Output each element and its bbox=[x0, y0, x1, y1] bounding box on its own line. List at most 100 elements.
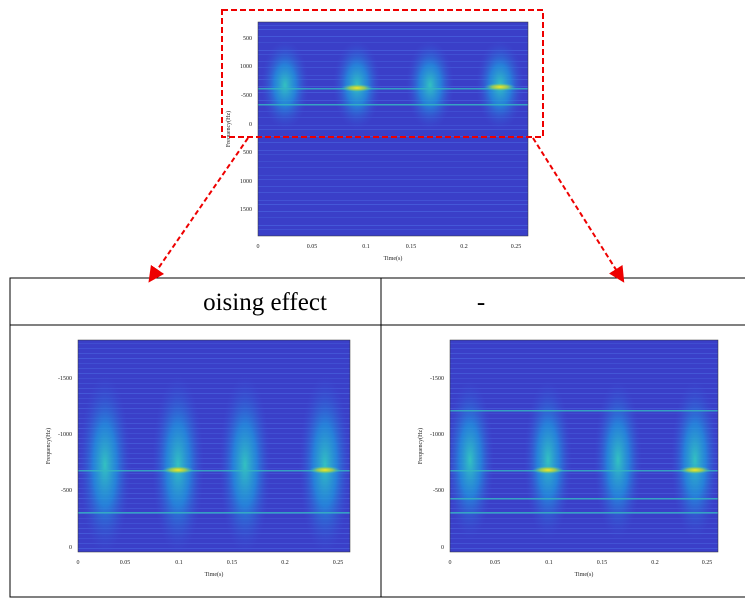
band bbox=[258, 104, 528, 106]
band bbox=[450, 410, 718, 412]
streak bbox=[258, 229, 528, 230]
streak bbox=[450, 528, 718, 529]
peak bbox=[679, 466, 711, 474]
streak bbox=[450, 363, 718, 364]
x-tick-label: 0.05 bbox=[307, 244, 318, 250]
y-tick-label: 1500 bbox=[240, 207, 252, 213]
x-tick-label: 0.15 bbox=[406, 244, 417, 250]
streak bbox=[78, 368, 350, 369]
energy bbox=[299, 375, 351, 555]
streak bbox=[450, 548, 718, 549]
y-tick-label: 1000 bbox=[240, 64, 252, 70]
x-tick-label: 0.2 bbox=[281, 560, 289, 566]
peak bbox=[532, 466, 564, 474]
x-tick-label: 0.25 bbox=[333, 560, 344, 566]
x-tick-label: 0.2 bbox=[651, 560, 659, 566]
x-axis-label: Time(s) bbox=[575, 571, 594, 578]
x-tick-label: 0 bbox=[449, 560, 452, 566]
streak bbox=[258, 142, 528, 143]
streak bbox=[450, 343, 718, 344]
streak bbox=[450, 543, 718, 544]
band bbox=[450, 512, 718, 514]
streak bbox=[258, 225, 528, 226]
x-tick-label: 0.1 bbox=[362, 244, 370, 250]
energy bbox=[219, 375, 271, 555]
energy bbox=[446, 380, 494, 540]
y-tick-label: -1500 bbox=[58, 376, 72, 382]
x-axis-label: Time(s) bbox=[384, 255, 403, 262]
arrow bbox=[153, 138, 248, 276]
streak bbox=[78, 543, 350, 544]
streak bbox=[258, 36, 528, 37]
streak bbox=[78, 348, 350, 349]
streak bbox=[258, 175, 528, 176]
streak bbox=[258, 186, 528, 187]
peak bbox=[341, 84, 373, 92]
y-tick-label: -500 bbox=[433, 488, 444, 494]
y-axis-label: Frequency(Hz) bbox=[45, 428, 52, 464]
streak bbox=[258, 129, 528, 130]
x-tick-label: 0.05 bbox=[120, 560, 131, 566]
streak bbox=[450, 378, 718, 379]
y-axis-label: Frequency(Hz) bbox=[225, 111, 232, 147]
streak bbox=[258, 192, 528, 193]
y-tick-label: 0 bbox=[441, 545, 444, 551]
y-tick-label: -500 bbox=[241, 93, 252, 99]
streak bbox=[258, 179, 528, 180]
streak bbox=[450, 523, 718, 524]
x-tick-label: 0.15 bbox=[227, 560, 238, 566]
streak bbox=[258, 200, 528, 201]
energy bbox=[406, 40, 454, 130]
streak bbox=[450, 383, 718, 384]
peak bbox=[309, 466, 341, 474]
energy bbox=[594, 380, 642, 540]
peak bbox=[162, 466, 194, 474]
band bbox=[78, 512, 350, 514]
y-tick-label: -1500 bbox=[430, 376, 444, 382]
x-tick-label: 0.2 bbox=[460, 244, 468, 250]
peak bbox=[484, 83, 516, 91]
y-tick-label: 0 bbox=[249, 122, 252, 128]
streak bbox=[258, 125, 528, 126]
band bbox=[450, 470, 718, 472]
figure: oising effect - 5001000-5000500100015000… bbox=[0, 0, 745, 599]
y-axis-label: Frequency(Hz) bbox=[417, 428, 424, 464]
streak bbox=[78, 373, 350, 374]
streak bbox=[258, 150, 528, 151]
streak bbox=[258, 42, 528, 43]
spectrogram bbox=[258, 22, 528, 236]
streak bbox=[258, 211, 528, 212]
streak bbox=[78, 358, 350, 359]
y-tick-label: 0 bbox=[69, 545, 72, 551]
streak bbox=[258, 161, 528, 162]
streak bbox=[450, 398, 718, 399]
x-tick-label: 0.1 bbox=[545, 560, 553, 566]
streak bbox=[450, 353, 718, 354]
streak bbox=[78, 353, 350, 354]
y-tick-label: -1000 bbox=[430, 432, 444, 438]
energy bbox=[261, 40, 309, 130]
streak bbox=[258, 29, 528, 30]
header: - bbox=[477, 289, 485, 316]
x-axis-label: Time(s) bbox=[205, 571, 224, 578]
streak bbox=[450, 348, 718, 349]
arrow bbox=[533, 138, 620, 276]
streak bbox=[78, 548, 350, 549]
streak bbox=[450, 518, 718, 519]
spectrogram bbox=[78, 340, 351, 555]
x-tick-label: 0.1 bbox=[175, 560, 183, 566]
streak bbox=[450, 403, 718, 404]
y-tick-label: 1000 bbox=[240, 179, 252, 185]
energy bbox=[152, 375, 204, 555]
streak bbox=[258, 204, 528, 205]
spectrogram bbox=[446, 340, 719, 552]
x-tick-label: 0.25 bbox=[702, 560, 713, 566]
y-tick-label: -500 bbox=[61, 488, 72, 494]
y-tick-label: -1000 bbox=[58, 432, 72, 438]
streak bbox=[450, 538, 718, 539]
streak bbox=[78, 378, 350, 379]
streak bbox=[450, 368, 718, 369]
streak bbox=[258, 25, 528, 26]
x-tick-label: 0 bbox=[257, 244, 260, 250]
energy bbox=[524, 380, 572, 540]
